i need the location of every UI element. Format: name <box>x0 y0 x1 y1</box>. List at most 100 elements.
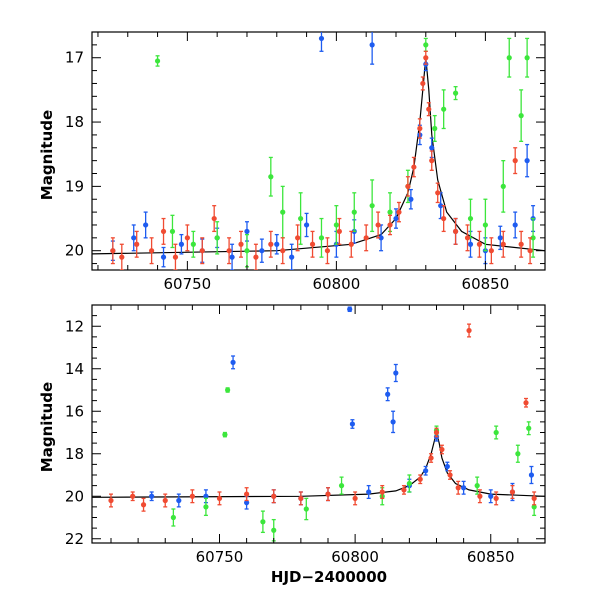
red-data-point <box>149 248 155 254</box>
top-y-axis-label: Magnitude <box>38 110 56 200</box>
green-data-point <box>530 235 536 241</box>
blue-data-point <box>393 370 399 376</box>
blue-data-point <box>366 489 372 495</box>
red-data-point <box>396 209 402 215</box>
red-data-point <box>271 493 277 499</box>
blue-data-point <box>369 42 375 48</box>
bottom-y-tick-label: 20 <box>65 487 84 505</box>
top-y-tick-label: 17 <box>65 49 84 67</box>
green-data-point <box>203 504 209 510</box>
top-x-tick-label: 60800 <box>313 275 361 293</box>
red-data-point <box>363 235 369 241</box>
green-data-point <box>493 429 499 436</box>
green-data-point <box>467 215 474 222</box>
bottom-y-tick-label: 14 <box>65 360 84 378</box>
green-data-point <box>170 514 176 521</box>
red-data-point <box>211 215 217 222</box>
top-y-tick-label: 20 <box>65 242 84 260</box>
top-plot-frame <box>91 31 546 271</box>
red-data-point <box>160 228 167 235</box>
blue-data-point <box>203 493 209 499</box>
red-data-point <box>309 241 316 247</box>
green-data-point <box>303 506 309 512</box>
blue-data-point <box>274 241 280 247</box>
red-data-point <box>280 248 286 254</box>
blue-data-point <box>497 235 503 241</box>
green-data-point <box>190 241 196 247</box>
blue-data-point <box>347 306 353 312</box>
blue-data-point <box>289 254 295 260</box>
blue-data-point <box>393 215 399 222</box>
green-data-point <box>526 425 532 431</box>
red-data-point <box>488 248 494 254</box>
green-data-point <box>406 480 412 487</box>
bottom-y-tick-label: 16 <box>65 402 84 420</box>
blue-data-point <box>160 254 167 260</box>
blue-data-point <box>131 235 137 241</box>
bottom-x-tick-label: 60850 <box>467 548 515 566</box>
red-data-point <box>348 241 354 247</box>
red-data-point <box>417 125 423 132</box>
red-data-point <box>253 254 259 260</box>
blue-data-point <box>438 203 444 209</box>
green-data-point <box>225 387 231 393</box>
red-data-point <box>493 495 499 501</box>
red-data-point <box>134 241 140 247</box>
blue-data-point <box>178 241 185 247</box>
bottom-y-tick-label: 18 <box>65 445 84 463</box>
red-data-point <box>140 502 147 508</box>
red-data-point <box>238 241 244 247</box>
red-data-point <box>108 497 114 504</box>
red-data-point <box>429 158 435 164</box>
blue-data-point <box>467 241 474 247</box>
green-data-point <box>154 58 161 64</box>
red-data-point <box>512 158 518 164</box>
blue-data-point <box>444 463 450 470</box>
blue-data-point <box>149 493 155 499</box>
bottom-x-tick-label: 60750 <box>196 548 244 566</box>
blue-data-point <box>244 500 250 506</box>
green-data-point <box>271 527 277 533</box>
green-data-point <box>298 215 304 222</box>
blue-data-point <box>176 497 182 504</box>
red-data-point <box>428 455 434 461</box>
top-light-curve-panel: Magnitude 60750 60800 60850 17 18 19 20 <box>38 31 546 293</box>
red-data-point <box>476 241 483 247</box>
green-data-point <box>338 483 345 489</box>
green-data-point <box>474 483 480 489</box>
green-data-point <box>260 519 266 525</box>
green-data-point <box>452 90 459 96</box>
red-data-point <box>352 495 358 501</box>
red-data-point <box>268 241 274 247</box>
bottom-data-points <box>108 306 537 542</box>
green-data-point <box>222 432 228 438</box>
bottom-model-curve <box>92 432 545 498</box>
green-data-point <box>432 125 438 132</box>
red-data-point <box>477 493 483 499</box>
green-data-point <box>387 209 393 215</box>
bottom-plot-frame <box>91 304 546 544</box>
red-data-point <box>426 106 432 112</box>
green-data-point <box>482 222 488 228</box>
green-data-point <box>531 504 537 510</box>
blue-data-point <box>512 222 518 228</box>
red-data-point <box>295 235 301 241</box>
red-data-point <box>375 222 381 228</box>
green-data-point <box>169 228 176 235</box>
bottom-light-curve-panel: Magnitude HJD−2400000 60750 60800 60850 12 1… <box>38 304 546 586</box>
green-data-point <box>506 55 512 61</box>
red-data-point <box>500 241 506 247</box>
bottom-y-tick-label: 12 <box>65 317 84 335</box>
red-data-point <box>244 491 250 497</box>
red-data-point <box>172 254 179 260</box>
red-data-point <box>336 228 342 235</box>
red-data-point <box>199 248 205 254</box>
green-data-point <box>244 248 250 254</box>
red-data-point <box>441 215 447 222</box>
green-data-point <box>518 113 524 119</box>
red-data-point <box>226 248 232 254</box>
bottom-x-tick-label: 60800 <box>331 548 379 566</box>
blue-data-point <box>385 391 391 397</box>
red-data-point <box>455 485 461 491</box>
